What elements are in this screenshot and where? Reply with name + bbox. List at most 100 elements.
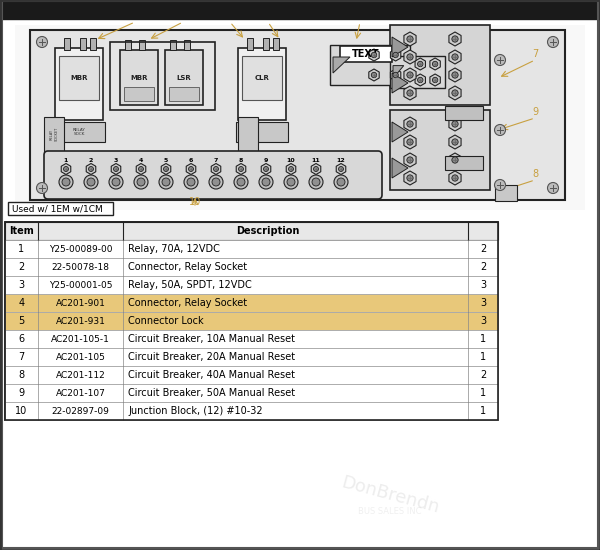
- Polygon shape: [186, 163, 196, 174]
- Text: AC201-105-1: AC201-105-1: [51, 334, 110, 344]
- Polygon shape: [336, 163, 346, 174]
- Polygon shape: [393, 65, 404, 79]
- Bar: [8, 202, 113, 215]
- Text: TEXT: TEXT: [352, 49, 380, 59]
- Bar: [236, 122, 288, 142]
- Text: 1: 1: [480, 388, 486, 398]
- Text: Connector, Relay Socket: Connector, Relay Socket: [128, 262, 247, 272]
- Polygon shape: [430, 74, 440, 86]
- Circle shape: [494, 124, 505, 135]
- Bar: [5, 402, 498, 420]
- Polygon shape: [136, 163, 146, 174]
- Text: 1,2: 1,2: [127, 11, 143, 21]
- Polygon shape: [449, 135, 461, 149]
- Circle shape: [393, 52, 398, 58]
- Circle shape: [212, 178, 220, 186]
- Polygon shape: [111, 163, 121, 174]
- Text: 8: 8: [19, 370, 25, 380]
- Text: AC201-105: AC201-105: [56, 353, 106, 361]
- Polygon shape: [261, 163, 271, 174]
- Bar: [169, 87, 199, 101]
- Text: 1: 1: [480, 334, 486, 344]
- Text: Junction Block, (12) #10-32: Junction Block, (12) #10-32: [128, 406, 263, 416]
- Text: Connector, Relay Socket: Connector, Relay Socket: [128, 298, 247, 308]
- Bar: [390, 56, 445, 88]
- Text: 12: 12: [337, 158, 346, 163]
- Bar: [330, 45, 410, 85]
- Circle shape: [433, 78, 438, 82]
- Text: 5.28: 5.28: [6, 3, 37, 16]
- Circle shape: [452, 139, 458, 145]
- Circle shape: [407, 139, 413, 145]
- Bar: [139, 40, 145, 50]
- Circle shape: [139, 167, 143, 172]
- Polygon shape: [415, 74, 425, 86]
- Bar: [165, 50, 203, 105]
- Polygon shape: [404, 50, 416, 64]
- Text: 9: 9: [532, 107, 538, 117]
- Text: 8: 8: [532, 169, 538, 179]
- Circle shape: [162, 178, 170, 186]
- Text: AC201-112: AC201-112: [56, 371, 106, 380]
- Polygon shape: [449, 117, 461, 131]
- Circle shape: [407, 36, 413, 42]
- Text: 4: 4: [139, 158, 143, 163]
- Bar: [5, 366, 498, 384]
- Text: MBR: MBR: [130, 74, 148, 80]
- Text: 9: 9: [19, 388, 25, 398]
- Bar: [238, 48, 286, 120]
- Text: AC201-931: AC201-931: [56, 316, 106, 326]
- Circle shape: [209, 175, 223, 189]
- Circle shape: [287, 178, 295, 186]
- Polygon shape: [391, 49, 401, 61]
- Circle shape: [452, 90, 458, 96]
- Circle shape: [263, 167, 268, 172]
- Text: 11: 11: [311, 158, 320, 163]
- Bar: [5, 222, 498, 420]
- FancyBboxPatch shape: [44, 151, 382, 199]
- Bar: [5, 384, 498, 402]
- Circle shape: [548, 183, 559, 194]
- Text: LSR: LSR: [176, 74, 191, 80]
- Bar: [5, 294, 498, 312]
- Text: Connector Lock: Connector Lock: [128, 316, 203, 326]
- Polygon shape: [333, 57, 350, 73]
- Bar: [80, 38, 86, 50]
- Circle shape: [452, 54, 458, 60]
- Text: 4: 4: [19, 298, 25, 308]
- Bar: [445, 156, 483, 170]
- Bar: [5, 312, 498, 330]
- Polygon shape: [61, 163, 71, 174]
- Circle shape: [452, 36, 458, 42]
- Polygon shape: [404, 171, 416, 185]
- Polygon shape: [449, 171, 461, 185]
- Text: Y25-00089-00: Y25-00089-00: [49, 245, 112, 254]
- Circle shape: [337, 178, 345, 186]
- Circle shape: [407, 72, 413, 78]
- Text: Used w/ 1EM w/1CM: Used w/ 1EM w/1CM: [12, 205, 103, 213]
- Circle shape: [113, 167, 118, 172]
- Text: 7: 7: [532, 49, 538, 59]
- Circle shape: [452, 72, 458, 78]
- Circle shape: [164, 167, 169, 172]
- Circle shape: [214, 167, 218, 172]
- Circle shape: [452, 121, 458, 127]
- Polygon shape: [404, 153, 416, 167]
- Text: 22-02897-09: 22-02897-09: [52, 406, 109, 415]
- Text: 9: 9: [264, 158, 268, 163]
- Text: RELAY
SOCK: RELAY SOCK: [73, 128, 85, 136]
- Bar: [247, 38, 253, 50]
- Polygon shape: [449, 32, 461, 46]
- Circle shape: [418, 61, 423, 67]
- Text: 1,2: 1,2: [222, 11, 238, 21]
- Circle shape: [112, 178, 120, 186]
- Polygon shape: [430, 58, 440, 70]
- Bar: [5, 330, 498, 348]
- Text: 3: 3: [480, 298, 486, 308]
- Circle shape: [452, 175, 458, 181]
- Text: Circuit Breaker, 20A Manual Reset: Circuit Breaker, 20A Manual Reset: [128, 352, 295, 362]
- Circle shape: [159, 175, 173, 189]
- Text: BUS SALES INC: BUS SALES INC: [358, 508, 422, 516]
- Bar: [5, 240, 498, 258]
- Circle shape: [37, 183, 47, 194]
